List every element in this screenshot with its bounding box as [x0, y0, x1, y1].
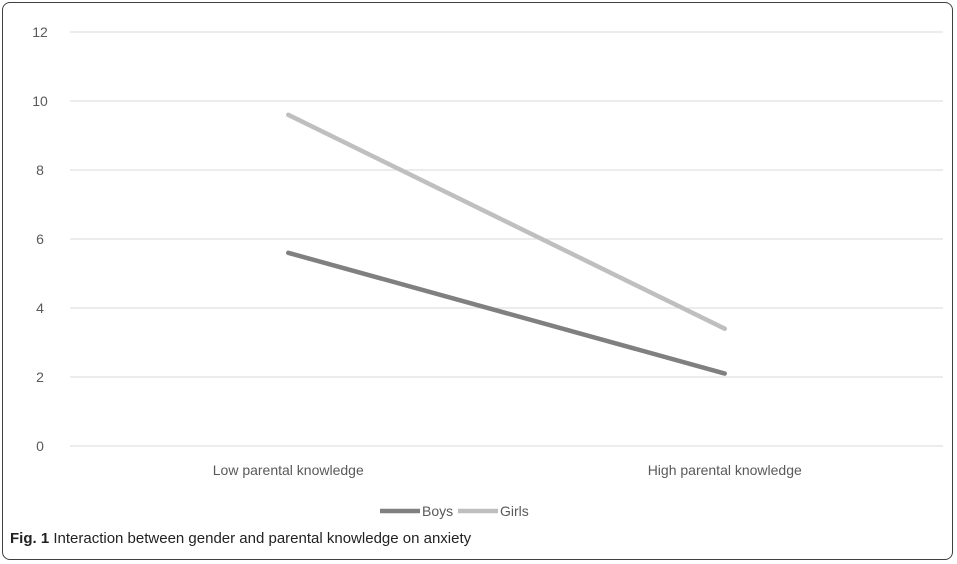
y-tick-label: 2: [36, 369, 44, 385]
series-line-boys: [286, 250, 727, 376]
y-tick-label: 10: [32, 93, 48, 109]
y-tick-label: 12: [32, 24, 48, 40]
figure-caption: Fig. 1 Interaction between gender and pa…: [10, 530, 471, 547]
caption-text: Interaction between gender and parental …: [53, 530, 472, 547]
legend: Boys Girls: [380, 503, 529, 519]
gridlines: [70, 31, 943, 447]
x-tick-label: Low parental knowledge: [213, 462, 364, 478]
y-tick-label: 0: [36, 438, 44, 454]
legend-label-girls: Girls: [500, 503, 529, 519]
x-axis-ticks: Low parental knowledge High parental know…: [213, 462, 802, 478]
series-line-girls: [286, 112, 727, 331]
x-tick-label: High parental knowledge: [648, 462, 802, 478]
line-chart: 0 2 4 6 8 10 12 Low parental knowledge High par…: [32, 24, 943, 519]
legend-label-boys: Boys: [422, 503, 453, 519]
caption-label: Fig. 1: [10, 530, 50, 547]
y-tick-label: 6: [36, 231, 44, 247]
y-axis-ticks: 0 2 4 6 8 10 12: [32, 24, 48, 454]
y-tick-label: 4: [36, 300, 44, 316]
series-lines: [286, 112, 727, 376]
y-tick-label: 8: [36, 162, 44, 178]
